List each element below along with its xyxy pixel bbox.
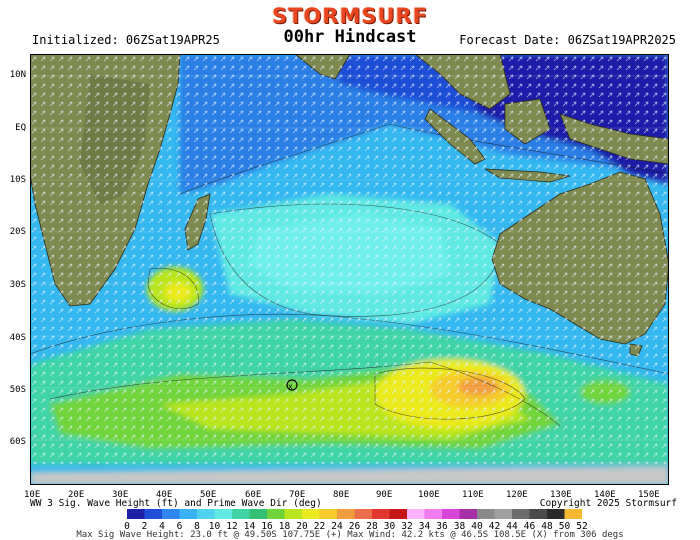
colorbar-tick-label: 18 [278, 521, 291, 532]
colorbar-swatch [162, 509, 180, 519]
colorbar-swatch [494, 509, 512, 519]
colorbar-tick-label: 20 [296, 521, 308, 532]
lat-label-eq: EQ [15, 123, 26, 133]
colorbar-swatch [564, 509, 582, 519]
colorbar-swatch [302, 509, 320, 519]
lon-label-40e: 40E [156, 490, 173, 500]
max-wind-marker [286, 379, 298, 391]
ice-edge [30, 466, 669, 485]
colorbar-tick-label: 32 [401, 521, 413, 532]
colorbar-tick-label: 36 [436, 521, 448, 532]
colorbar-swatch [197, 509, 215, 519]
lon-label-120e: 120E [506, 490, 528, 500]
colorbar-swatch [337, 509, 355, 519]
colorbar-tick-label: 40 [471, 521, 483, 532]
max-wind-x: x [288, 382, 293, 391]
colorbar-swatch [529, 509, 547, 519]
lon-label-150e: 150E [638, 490, 660, 500]
colorbar-tick-label: 16 [261, 521, 273, 532]
colorbar-tick-label: 44 [506, 521, 518, 532]
colorbar-tick-label: 14 [243, 521, 256, 532]
colorbar-tick-label: 34 [418, 521, 431, 532]
stormsurf-logo: STORMSURF [271, 4, 429, 28]
wave-direction-arrows [30, 54, 669, 464]
colorbar-swatch [407, 509, 425, 519]
colorbar-swatch [319, 509, 337, 519]
colorbar-tick-label: 10 [208, 521, 221, 532]
colorbar-tick-label: 38 [453, 521, 466, 532]
colorbar-tick-label: 30 [383, 521, 396, 532]
colorbar-tick-label: 28 [366, 521, 378, 532]
colorbar-tick-label: 2 [141, 521, 148, 532]
colorbar-tick-label: 50 [558, 521, 571, 532]
lon-label-110e: 110E [462, 490, 484, 500]
lon-label-100e: 100E [418, 490, 440, 500]
colorbar-tick-label: 6 [176, 521, 183, 532]
colorbar-tick-label: 42 [488, 521, 501, 532]
colorbar-tick-label: 8 [194, 521, 200, 532]
colorbar-tick-label: 52 [576, 521, 588, 532]
map-title: 00hr Hindcast [283, 27, 417, 47]
colorbar-tick-label: 46 [523, 521, 536, 532]
forecast-date-label: Forecast Date: 06ZSat19APR2025 [459, 33, 676, 47]
lon-label-50e: 50E [200, 490, 217, 500]
colorbar-swatch [389, 509, 407, 519]
initialized-label: Initialized: 06ZSat19APR25 [32, 33, 220, 47]
lon-label-130e: 130E [550, 490, 572, 500]
colorbar-swatch [144, 509, 162, 519]
max-stats-line: Max Sig Wave Height: 23.0 ft @ 49.50S 10… [76, 530, 624, 540]
colorbar-swatch [547, 509, 565, 519]
lon-label-20e: 20E [68, 490, 85, 500]
colorbar-tick-label: 4 [159, 521, 165, 532]
colorbar-swatch [249, 509, 267, 519]
colorbar-tick-label: 0 [124, 521, 130, 532]
colorbar-tick-label: 22 [313, 521, 326, 532]
colorbar [127, 509, 582, 519]
colorbar-swatch [477, 509, 495, 519]
lon-label-10e: 10E [24, 490, 41, 500]
map-frame [30, 54, 669, 485]
colorbar-swatch [354, 509, 372, 519]
colorbar-swatch [442, 509, 460, 519]
lat-label-20s: 20S [9, 227, 26, 237]
colorbar-swatch [372, 509, 390, 519]
lat-label-10n: 10N [9, 70, 26, 80]
copyright-caption: Copyright 2025 Stormsurf [539, 498, 677, 509]
lon-label-60e: 60E [245, 490, 262, 500]
lon-label-90e: 90E [376, 490, 393, 500]
colorbar-swatch [127, 509, 145, 519]
colorbar-swatch [267, 509, 285, 519]
colorbar-swatch [424, 509, 442, 519]
colorbar-swatch [284, 509, 302, 519]
colorbar-swatch [232, 509, 250, 519]
lon-label-140e: 140E [594, 490, 616, 500]
colorbar-tick-label: 48 [541, 521, 553, 532]
wave-height-map: x [30, 54, 669, 485]
colorbar-swatch [512, 509, 530, 519]
lon-label-30e: 30E [112, 490, 129, 500]
lat-label-50s: 50S [9, 385, 26, 395]
lon-label-80e: 80E [333, 490, 350, 500]
colorbar-tick-label: 12 [226, 521, 238, 532]
colorbar-tick-label: 26 [348, 521, 361, 532]
colorbar-swatch [459, 509, 477, 519]
lat-label-60s: 60S [9, 437, 26, 447]
lat-label-30s: 30S [9, 280, 26, 290]
lat-label-10s: 10S [9, 175, 26, 185]
colorbar-swatch [214, 509, 232, 519]
lon-label-70e: 70E [289, 490, 306, 500]
variable-caption: WW 3 Sig. Wave Height (ft) and Prime Wav… [30, 498, 322, 509]
lat-label-40s: 40S [9, 333, 26, 343]
colorbar-swatch [179, 509, 197, 519]
colorbar-tick-label: 24 [331, 521, 343, 532]
